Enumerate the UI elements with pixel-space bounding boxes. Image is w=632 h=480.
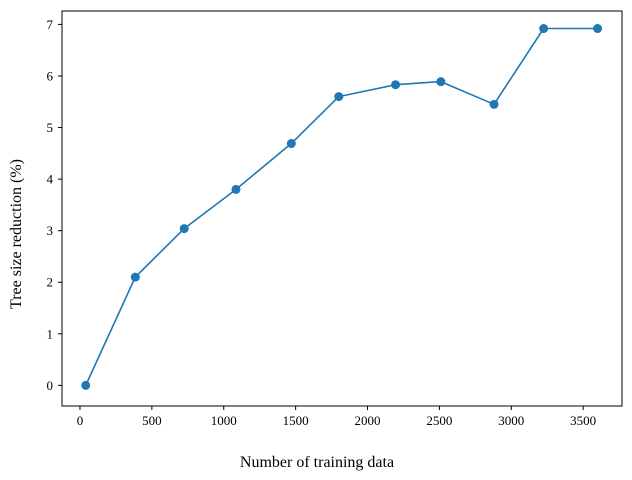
x-axis-ticks: 0 500 1000 1500 2000 2500 3000 3500	[77, 406, 596, 428]
x-tick-label: 2000	[355, 413, 381, 428]
plot-frame	[61, 10, 623, 407]
data-point-marker	[593, 24, 603, 34]
data-point-marker	[334, 92, 344, 102]
axes-layer	[61, 10, 623, 407]
data-point-marker	[179, 224, 189, 234]
x-axis-label: Number of training data	[240, 454, 394, 471]
data-point-marker	[130, 272, 140, 282]
y-tick-label: 5	[47, 120, 54, 135]
y-tick-label: 1	[47, 326, 54, 341]
series-layer	[81, 24, 603, 390]
y-axis-ticks: 0 1 2 3 4 5 6 7	[47, 17, 62, 393]
data-point-marker	[391, 80, 401, 90]
data-point-marker	[81, 380, 91, 390]
data-point-marker	[286, 139, 296, 149]
series-line	[84, 27, 598, 386]
x-tick-label: 1000	[211, 413, 237, 428]
y-tick-label: 2	[47, 275, 54, 290]
y-tick-label: 6	[47, 68, 54, 83]
x-tick-label: 0	[77, 413, 84, 428]
y-tick-label: 3	[47, 223, 54, 238]
x-tick-label: 500	[142, 413, 162, 428]
data-point-marker	[231, 184, 241, 194]
y-tick-label: 0	[47, 378, 54, 393]
x-tick-label: 2500	[426, 413, 452, 428]
data-point-marker	[539, 24, 549, 34]
y-tick-label: 7	[47, 17, 54, 32]
x-tick-label: 3500	[570, 413, 596, 428]
data-point-marker	[436, 77, 446, 87]
x-tick-label: 1500	[283, 413, 309, 428]
y-tick-label: 4	[47, 172, 54, 187]
data-point-marker	[489, 99, 499, 109]
x-tick-label: 3000	[498, 413, 524, 428]
y-axis-label: Tree size reduction (%)	[8, 159, 25, 309]
